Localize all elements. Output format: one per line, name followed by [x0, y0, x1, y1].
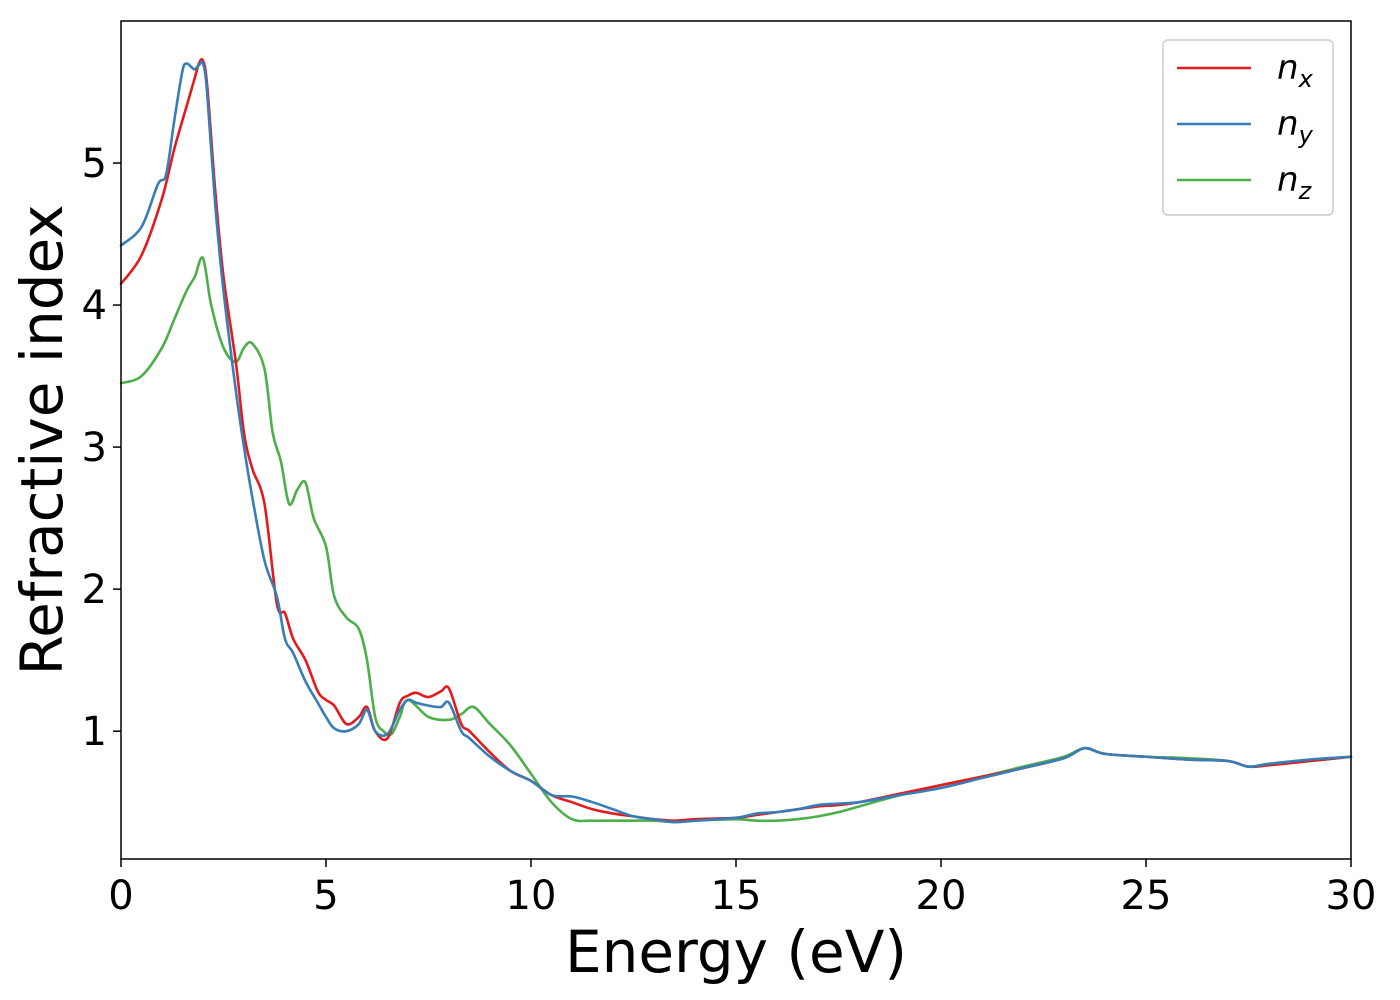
legend-label-x: nx: [1277, 48, 1314, 93]
series-line-y: [119, 60, 1353, 824]
series-line-x: [119, 58, 1353, 822]
legend-subscript: x: [1298, 65, 1314, 93]
legend-symbol: n: [1277, 48, 1299, 88]
legend-subscript: z: [1298, 177, 1313, 205]
legend-label-y: ny: [1277, 104, 1314, 149]
legend-symbol: n: [1277, 104, 1299, 144]
x-tick-label: 15: [711, 873, 762, 919]
legend-subscript: y: [1298, 121, 1314, 149]
x-tick-label: 25: [1121, 873, 1172, 919]
y-tick-label: 5: [82, 141, 107, 187]
x-tick-label: 10: [506, 873, 557, 919]
legend-label-z: nz: [1277, 160, 1313, 205]
y-tick-label: 1: [82, 709, 107, 755]
x-tick-label: 20: [916, 873, 967, 919]
y-tick-label: 4: [82, 283, 107, 329]
y-tick-label: 2: [82, 567, 107, 613]
x-tick-label: 30: [1326, 873, 1377, 919]
legend-box: [1162, 39, 1334, 216]
x-axis-label: Energy (eV): [565, 918, 907, 986]
y-axis-label: Refractive index: [8, 204, 76, 675]
x-tick-label: 5: [313, 873, 338, 919]
y-tick-label: 3: [82, 425, 107, 471]
x-axis: 0 5 10 15 20 25 30: [108, 859, 1376, 919]
series-layer: [119, 58, 1353, 824]
legend-symbol: n: [1277, 160, 1299, 200]
y-axis: 1 2 3 4 5: [82, 141, 121, 755]
x-tick-label: 0: [108, 873, 133, 919]
